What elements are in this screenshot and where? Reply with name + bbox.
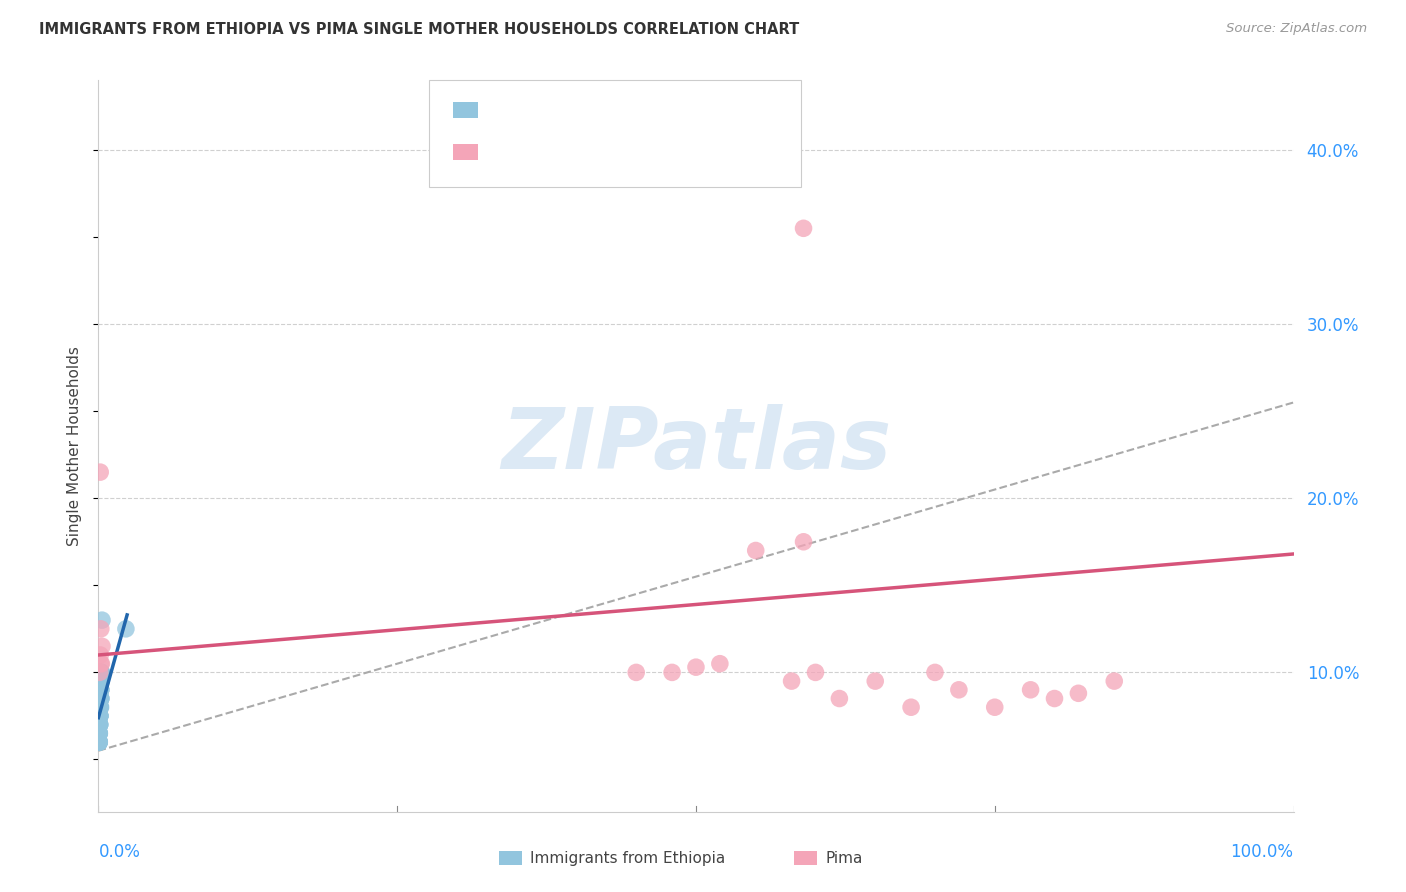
Point xyxy=(90,682,112,697)
Point xyxy=(661,665,683,680)
Point xyxy=(87,726,110,740)
Point xyxy=(90,691,112,706)
Point xyxy=(89,700,111,714)
Point xyxy=(90,682,112,697)
Text: 0.281: 0.281 xyxy=(537,143,589,161)
Point xyxy=(89,682,111,697)
Point xyxy=(87,735,110,749)
Point xyxy=(89,709,111,723)
Point xyxy=(89,709,111,723)
Point xyxy=(90,691,112,706)
Point xyxy=(115,622,138,636)
Point xyxy=(1043,691,1066,706)
Point xyxy=(89,700,111,714)
Point xyxy=(948,682,970,697)
Point xyxy=(89,665,111,680)
Point xyxy=(780,674,803,689)
Point xyxy=(709,657,731,671)
Text: 100.0%: 100.0% xyxy=(1230,843,1294,861)
Point xyxy=(89,709,111,723)
Point xyxy=(89,735,111,749)
Point xyxy=(89,717,111,731)
Point xyxy=(89,648,111,662)
Point xyxy=(91,613,114,627)
Point xyxy=(89,691,111,706)
Point xyxy=(89,735,111,749)
Point xyxy=(89,717,111,731)
Point xyxy=(984,700,1007,714)
Text: 50: 50 xyxy=(665,101,688,119)
Point xyxy=(89,717,111,731)
Point xyxy=(90,674,112,689)
Text: Pima: Pima xyxy=(825,851,863,865)
Point xyxy=(91,640,114,654)
Text: N =: N = xyxy=(619,143,655,161)
Point xyxy=(90,622,112,636)
Point xyxy=(87,735,110,749)
Point xyxy=(87,735,110,749)
Point xyxy=(90,657,112,671)
Point xyxy=(90,665,112,680)
Text: IMMIGRANTS FROM ETHIOPIA VS PIMA SINGLE MOTHER HOUSEHOLDS CORRELATION CHART: IMMIGRANTS FROM ETHIOPIA VS PIMA SINGLE … xyxy=(39,22,800,37)
Point xyxy=(89,709,111,723)
Point xyxy=(793,221,815,235)
Y-axis label: Single Mother Households: Single Mother Households xyxy=(67,346,83,546)
Point xyxy=(89,717,111,731)
Text: R =: R = xyxy=(489,143,526,161)
Text: Source: ZipAtlas.com: Source: ZipAtlas.com xyxy=(1226,22,1367,36)
Point xyxy=(828,691,851,706)
Point xyxy=(1104,674,1126,689)
Text: Immigrants from Ethiopia: Immigrants from Ethiopia xyxy=(530,851,725,865)
Point xyxy=(745,543,768,558)
Point xyxy=(89,691,111,706)
Point xyxy=(90,691,112,706)
Point xyxy=(89,691,111,706)
Point xyxy=(89,726,111,740)
Text: 0.0%: 0.0% xyxy=(98,843,141,861)
Point xyxy=(89,465,111,479)
Point xyxy=(90,682,112,697)
Point xyxy=(89,709,111,723)
Point xyxy=(89,717,111,731)
Text: R =: R = xyxy=(489,101,526,119)
Point xyxy=(90,682,112,697)
Point xyxy=(90,700,112,714)
Point xyxy=(685,660,707,674)
Point xyxy=(90,691,112,706)
Point xyxy=(90,657,112,671)
Text: 25: 25 xyxy=(665,143,688,161)
Point xyxy=(87,726,110,740)
Point xyxy=(626,665,648,680)
Point xyxy=(89,726,111,740)
Point xyxy=(89,691,111,706)
Text: 0.345: 0.345 xyxy=(537,101,589,119)
Point xyxy=(89,735,111,749)
Point xyxy=(89,691,111,706)
Point xyxy=(90,665,112,680)
Point xyxy=(90,665,112,680)
Point xyxy=(793,534,815,549)
Point xyxy=(89,717,111,731)
Text: ZIPatlas: ZIPatlas xyxy=(501,404,891,488)
Point xyxy=(89,700,111,714)
Point xyxy=(924,665,946,680)
Point xyxy=(804,665,827,680)
Point xyxy=(900,700,922,714)
Point xyxy=(865,674,887,689)
Text: N =: N = xyxy=(619,101,655,119)
Point xyxy=(89,700,111,714)
Point xyxy=(90,674,112,689)
Point xyxy=(1019,682,1042,697)
Point xyxy=(87,726,110,740)
Point xyxy=(90,674,112,689)
Point xyxy=(89,709,111,723)
Point xyxy=(1067,686,1090,700)
